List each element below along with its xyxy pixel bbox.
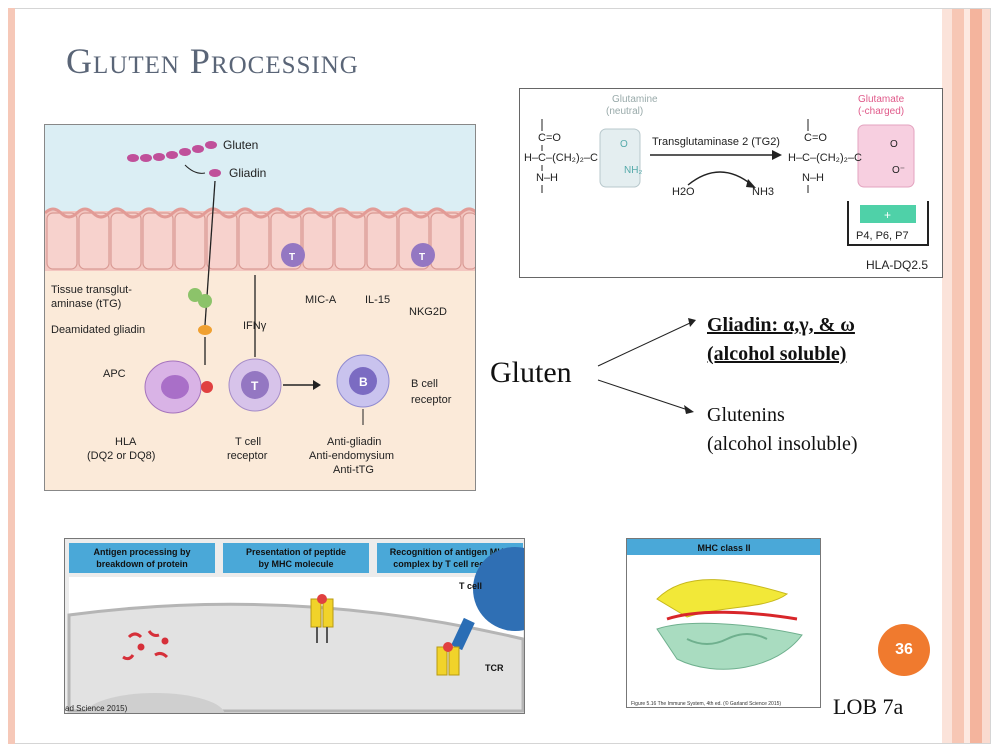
mhc2-caption: Figure 5.16 The Immune System, 4th ed. (… [631,700,781,707]
glutenin-line-1: Glutenins [707,404,785,426]
left-accent-bar [8,8,15,744]
tcell-label: T cell [459,581,482,591]
antigen-presentation-figure: Antigen processing by breakdown of prote… [64,538,525,714]
b-cell-letter: B [359,375,368,389]
svg-text:C=O: C=O [804,132,827,144]
mhc2-header: MHC class II [697,543,750,553]
step1-header-2: breakdown of protein [96,559,188,569]
epithelium [45,207,475,271]
gluten-chain [127,141,217,162]
step3-header-1: Recognition of antigen MHC [390,547,511,557]
glutamine-label: Glutamine [612,94,658,105]
deamidated-label: Deamidated gliadin [51,324,145,336]
gliadin-line-1: Gliadin: α,γ, & ω [707,314,855,336]
step2-header-2: by MHC molecule [258,559,333,569]
glutamate-structure: C=O H–C–(CH₂)₂–C N–H O O⁻ [788,119,905,193]
figure-credit: ad Science 2015) [65,704,128,713]
svg-text:N–H: N–H [536,172,558,184]
hla-label-2: (DQ2 or DQ8) [87,450,155,462]
iel-letter-2: T [419,252,425,263]
bcell-label-2: receptor [411,394,452,406]
svg-text:O: O [620,139,628,150]
lob-label: LOB 7a [833,694,904,719]
iel-letter-1: T [289,252,295,263]
nkg2d-label: NKG2D [409,306,447,318]
peptide-fragments [122,630,169,661]
svg-text:H–C–(CH₂)₂–C: H–C–(CH₂)₂–C [788,152,862,164]
glutenin-line-2: (alcohol insoluble) [707,433,858,455]
glutenin-classification: Glutenins (alcohol insoluble) [707,401,858,459]
antibody-3: Anti-tTG [333,464,374,476]
hla-dq-label: HLA-DQ2.5 [866,258,928,272]
deamidated-gliadin [198,325,212,335]
antibody-1: Anti-gliadin [327,436,381,448]
ttg-label-1: Tissue transglut- [51,284,132,296]
pocket-label: P4, P6, P7 [856,230,909,242]
gliadin-classification: Gliadin: α,γ, & ω (alcohol soluble) [707,311,855,369]
svg-text:N–H: N–H [802,172,824,184]
apc-label: APC [103,368,126,380]
slide-title: Gluten Processing [66,41,359,81]
svg-text:C=O: C=O [538,132,561,144]
t-cell-blob [473,547,524,631]
ammonia-label: NH3 [752,186,774,198]
step3-header-2: complex by T cell receptor [393,559,507,569]
gluten-root-label: Gluten [490,356,572,389]
mhc-molecule [310,594,334,643]
glutamine-sub: (neutral) [606,106,643,117]
tcr-label: TCR [485,663,504,673]
svg-text:H–C–(CH₂)₂–C: H–C–(CH₂)₂–C [524,152,598,164]
gluten-label: Gluten [223,138,258,152]
enzyme-label: Transglutaminase 2 (TG2) [652,136,780,148]
svg-text:O⁻: O⁻ [892,165,905,176]
gliadin-particle [209,169,221,177]
t-cell-letter: T [251,379,259,393]
glutamate-label: Glutamate [858,94,905,105]
gliadin-line-2: (alcohol soluble) [707,343,847,365]
step2-header-1: Presentation of peptide [246,547,346,557]
svg-text:O: O [890,139,898,150]
bcell-label-1: B cell [411,378,438,390]
page-number-badge: 36 [878,624,930,676]
glutamine-structure: C=O H–C–(CH₂)₂–C N–H O NH₂ [524,119,642,193]
gliadin-label: Gliadin [229,166,266,180]
celiac-pathway-figure: Gluten Gliadin Tissue transglut- aminase… [44,124,476,491]
glutamate-sub: (-charged) [858,106,904,117]
ttg-label-2: aminase (tTG) [51,298,121,310]
il15-label: IL-15 [365,294,390,306]
right-decorative-stripes [942,9,990,743]
svg-text:NH₂: NH₂ [624,165,642,176]
water-label: H2O [672,186,695,198]
tcell-receptor-label-1: T cell [235,436,261,448]
mhc-class-ii-figure: MHC class II Figure 5.16 The Immune Syst… [626,538,821,708]
antibody-2: Anti-endomysium [309,450,394,462]
transglutaminase-figure: Glutamine (neutral) Glutamate (-charged)… [519,88,943,278]
protein-ribbon [656,579,803,670]
ifn-label: IFNγ [243,320,267,332]
mica-label: MIC-A [305,294,337,306]
pocket-plus: + [884,208,891,222]
step1-header-1: Antigen processing by [93,547,190,557]
tcell-receptor-label-2: receptor [227,450,268,462]
hla-label-1: HLA [115,436,137,448]
